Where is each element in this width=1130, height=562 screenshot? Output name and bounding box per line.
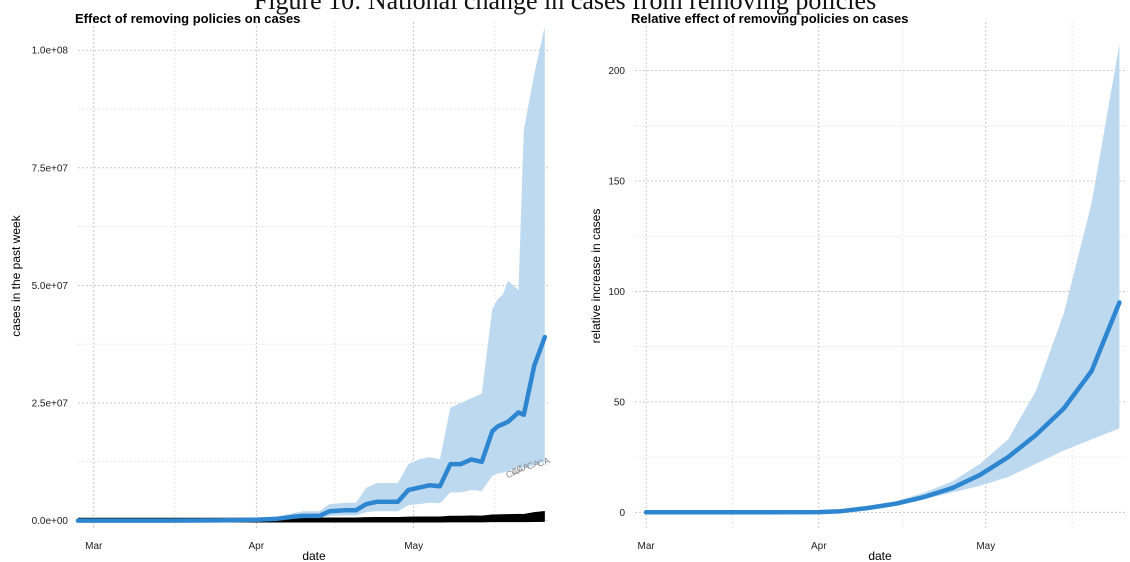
y-axis-title: relative increase in cases xyxy=(589,209,603,344)
state-label: CA xyxy=(505,466,520,480)
y-tick-label: 50 xyxy=(614,397,626,408)
y-tick-label: 5.0e+07 xyxy=(32,281,69,292)
x-tick-label: Apr xyxy=(249,541,265,552)
uncertainty-ribbon xyxy=(646,44,1120,513)
x-tick-label: Apr xyxy=(811,541,827,552)
state-label: CA xyxy=(515,461,530,475)
relative-effect-panel: Mar Apr May 0 50 100 150 200 Relative effect of … xyxy=(589,11,1125,562)
figure-caption: Figure 10: National change in cases from… xyxy=(253,0,877,15)
main-series-line xyxy=(643,300,1122,515)
uncertainty-ribbon xyxy=(78,26,545,521)
panel-title: Relative effect of removing policies on … xyxy=(631,11,908,26)
state-label: CA xyxy=(536,455,551,469)
x-tick-label: May xyxy=(976,541,995,552)
y-tick-label: 7.5e+07 xyxy=(32,163,69,174)
y-tick-label: 150 xyxy=(608,177,625,188)
y-tick-label: 0 xyxy=(619,508,625,519)
state-label: CA xyxy=(510,464,525,478)
y-axis-title: cases in the past week xyxy=(9,214,23,336)
y-tick-label: 1.0e+08 xyxy=(32,46,69,57)
y-tick-label: 0.0e+00 xyxy=(32,516,69,527)
x-tick-label: Mar xyxy=(85,541,103,552)
x-axis-title: date xyxy=(302,549,326,562)
x-tick-label: Mar xyxy=(638,541,656,552)
x-tick-label: May xyxy=(404,541,423,552)
y-tick-label: 2.5e+07 xyxy=(32,399,69,410)
x-axis-title: date xyxy=(868,549,892,562)
y-tick-label: 200 xyxy=(608,66,625,77)
state-label: CA xyxy=(526,458,541,472)
panel-title: Effect of removing policies on cases xyxy=(75,11,300,26)
main-series-line xyxy=(75,334,548,523)
y-tick-label: 100 xyxy=(608,287,625,298)
